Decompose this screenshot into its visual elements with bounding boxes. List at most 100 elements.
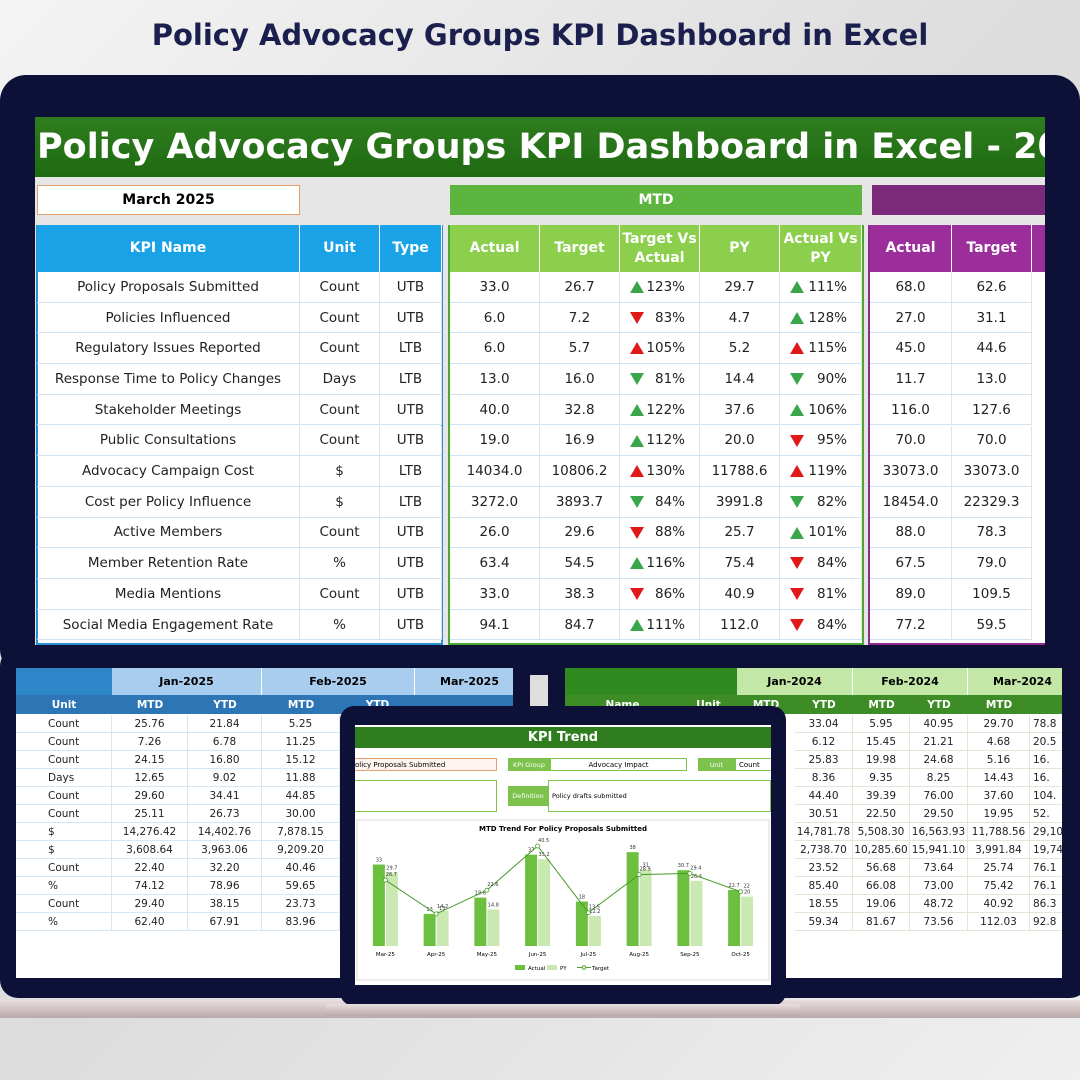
status-arrow-up xyxy=(630,403,644,416)
table-cell: 84% xyxy=(780,548,862,579)
table-cell: 22329.3 xyxy=(952,486,1032,518)
table-cell: 128% xyxy=(780,302,862,334)
sheet-cell: 62.40 xyxy=(112,913,188,931)
x-tick-label: Aug-25 xyxy=(629,952,649,958)
table-cell: 31.1 xyxy=(952,302,1032,334)
table-cell: 13.0 xyxy=(450,364,540,395)
kpi-group-label: KPI Group xyxy=(508,758,550,771)
table-cell: 26.0 xyxy=(450,517,540,549)
data-label: 40.5 xyxy=(538,838,549,844)
ytd-extra-header xyxy=(1032,225,1045,272)
sheet-cell: 14,276.42 xyxy=(112,823,188,841)
sheet-cell: 16,563.93 xyxy=(910,823,968,841)
sheet-cell: 6.12 xyxy=(795,733,853,751)
sheet-cell: 29.40 xyxy=(112,895,188,913)
table-cell: $ xyxy=(300,486,380,518)
table-cell: 16.9 xyxy=(540,425,620,457)
sheet-cell: 20.5 xyxy=(1030,733,1062,751)
table-cell: 94.1 xyxy=(450,609,540,641)
table-cell: 45.0 xyxy=(870,333,952,365)
main-screen: Policy Advocacy Groups KPI Dashboard in … xyxy=(35,117,1045,645)
sheet-cell: 25.76 xyxy=(112,715,188,733)
table-cell: 3893.7 xyxy=(540,486,620,518)
table-cell: 123% xyxy=(620,272,700,303)
month-header: Jan-2025 xyxy=(112,668,262,695)
sheet-corner xyxy=(16,668,112,695)
sheet-cell: 48.72 xyxy=(910,895,968,913)
data-label: 22.6 xyxy=(487,882,498,888)
laptop-base xyxy=(326,1004,800,1016)
table-cell: Count xyxy=(300,302,380,334)
month-header: Mar-2025 xyxy=(415,668,513,695)
table-cell: 40.9 xyxy=(700,579,780,610)
table-cell: 29.6 xyxy=(540,517,620,549)
data-label: 14.8 xyxy=(488,902,499,908)
data-label: 28.9 xyxy=(640,867,651,873)
bar xyxy=(385,872,398,946)
sheet-cell: 15.45 xyxy=(853,733,910,751)
sheet-corner xyxy=(565,668,737,695)
legend-swatch xyxy=(515,965,525,970)
sheet-cell: 19.95 xyxy=(968,805,1030,823)
sheet-cell: 9.02 xyxy=(188,769,262,787)
sheet-cell: 11,788.56 xyxy=(968,823,1030,841)
line-marker xyxy=(585,910,591,916)
month-header: Feb-2024 xyxy=(853,668,968,695)
status-arrow-up xyxy=(790,403,804,416)
kpi-name: Cost per Policy Influence xyxy=(37,486,300,518)
table-cell: 83% xyxy=(620,302,700,334)
x-tick-label: May-25 xyxy=(477,952,498,958)
banner: Policy Advocacy Groups KPI Dashboard in … xyxy=(35,117,1045,177)
column-header: Target xyxy=(952,225,1032,272)
table-cell: 18454.0 xyxy=(870,486,952,518)
data-label: 26.7 xyxy=(386,872,397,878)
sheet-cell: 14,402.76 xyxy=(188,823,262,841)
bar xyxy=(639,869,652,946)
table-cell: Count xyxy=(300,579,380,610)
sheet-cell: 10,285.60 xyxy=(853,841,910,859)
table-cell: LTB xyxy=(380,456,442,487)
sheet-cell: 12.65 xyxy=(112,769,188,787)
month-header: Mar-2024 xyxy=(968,668,1062,695)
table-cell: 19.0 xyxy=(450,425,540,457)
line-marker xyxy=(636,872,642,878)
ytd-header xyxy=(872,185,1045,215)
kpi-name: Public Consultations xyxy=(37,425,300,457)
sheet-cell: 24.15 xyxy=(112,751,188,769)
data-label: 38 xyxy=(629,845,635,851)
sheet-cell: 7,878.15 xyxy=(262,823,340,841)
kpi-selector: Policy Proposals Submitted xyxy=(355,758,497,771)
sheet-cell: 44.85 xyxy=(262,787,340,805)
sheet-cell: 25.74 xyxy=(968,859,1030,877)
column-header: Target xyxy=(540,225,620,272)
sheet-cell: 8.36 xyxy=(795,769,853,787)
table-cell: UTB xyxy=(380,548,442,579)
column-header: KPI Name xyxy=(37,225,300,272)
table-cell: 105% xyxy=(620,333,700,365)
table-cell: % xyxy=(300,609,380,641)
sheet-cell: 25.83 xyxy=(795,751,853,769)
table-cell: 38.3 xyxy=(540,579,620,610)
table-cell: 67.5 xyxy=(870,548,952,579)
table-cell: 40.0 xyxy=(450,394,540,426)
table-cell: 7.2 xyxy=(540,302,620,334)
sheet-cell: 8.25 xyxy=(910,769,968,787)
sheet-cell: 81.67 xyxy=(853,913,910,931)
sheet-cell: 15.12 xyxy=(262,751,340,769)
trend-title: KPI Trend xyxy=(355,727,771,748)
column-header: Unit xyxy=(300,225,380,272)
line-marker xyxy=(535,843,541,849)
sheet-cell: 25.11 xyxy=(112,805,188,823)
sheet-cell: 92.8 xyxy=(1030,913,1062,931)
table-cell: 70.0 xyxy=(870,425,952,457)
data-label: 30.7 xyxy=(678,863,689,869)
line-marker xyxy=(687,871,693,876)
table-cell: 26.7 xyxy=(540,272,620,303)
month-header: Feb-2025 xyxy=(262,668,415,695)
sub-header: YTD xyxy=(927,698,951,711)
table-cell: 88% xyxy=(620,517,700,549)
table-cell: 68.0 xyxy=(870,272,952,303)
data-label: 13 xyxy=(439,906,445,912)
sheet-cell: 78.96 xyxy=(188,877,262,895)
sheet-cell: 5.95 xyxy=(853,715,910,733)
